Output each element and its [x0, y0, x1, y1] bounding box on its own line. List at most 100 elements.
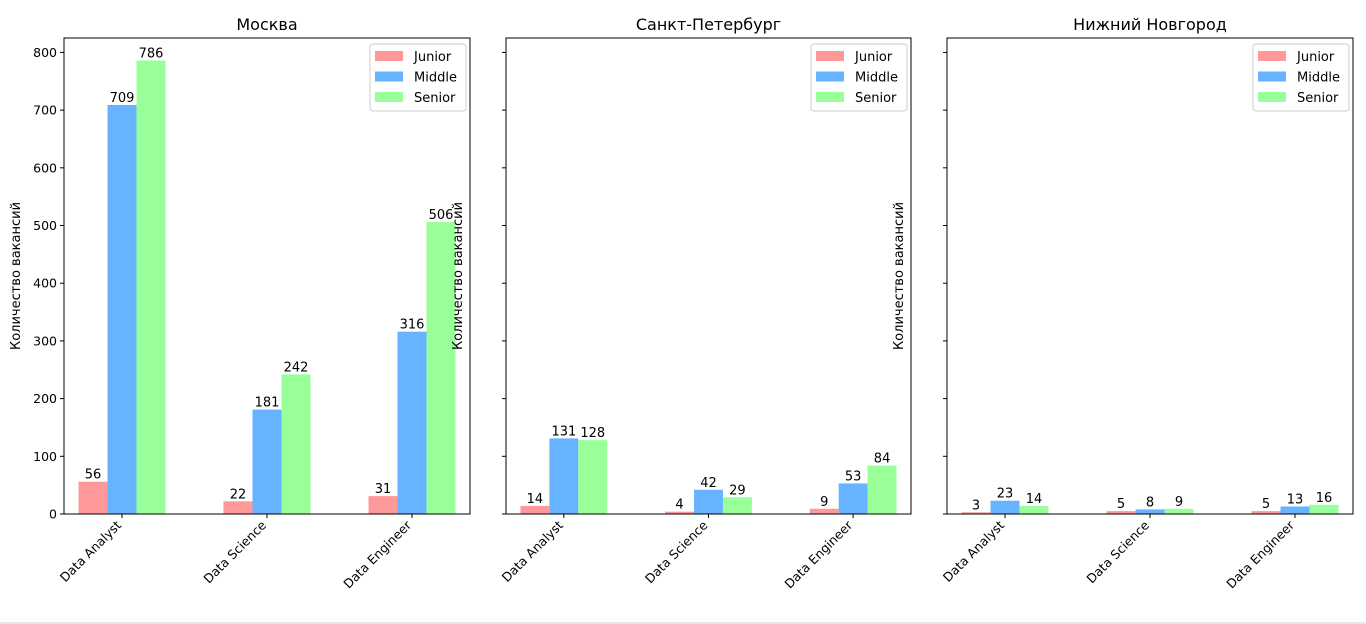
bar-senior-3	[867, 465, 897, 514]
legend-label-middle: Middle	[855, 71, 898, 86]
bar-senior-2	[281, 374, 311, 514]
x-tick-label: Data Engineer	[1223, 517, 1297, 591]
bar-middle-2	[252, 409, 282, 514]
legend: Junior Middle Senior	[369, 43, 467, 112]
y-axis-label: Количество вакансий	[892, 202, 907, 350]
x-tick-label: Data Science	[200, 517, 269, 586]
legend-swatch-junior	[375, 51, 403, 61]
y-tick-label: 100	[33, 449, 57, 464]
bar-junior-2	[665, 511, 695, 514]
bar-junior-2	[223, 501, 253, 514]
bar-value-label: 181	[255, 396, 280, 411]
bar-value-label: 5	[1117, 497, 1125, 512]
bar-senior-1	[1019, 505, 1049, 514]
bar-value-label: 29	[729, 483, 746, 498]
bar-value-label: 786	[139, 47, 164, 62]
legend-swatch-junior	[816, 51, 844, 61]
legend-swatch-junior	[1258, 51, 1286, 61]
bar-junior-3	[809, 508, 839, 514]
bar-value-label: 131	[551, 424, 576, 439]
bottom-divider	[0, 622, 1366, 624]
bar-value-label: 56	[85, 468, 102, 483]
bar-value-label: 5	[1262, 497, 1270, 512]
bar-senior-1	[578, 440, 608, 514]
legend-label-senior: Senior	[414, 91, 456, 106]
legend-label-junior: Junior	[854, 50, 893, 65]
bar-value-label: 16	[1316, 491, 1333, 506]
y-tick-label: 0	[49, 507, 57, 522]
legend-label-middle: Middle	[414, 71, 457, 86]
bar-middle-1	[107, 104, 137, 515]
y-tick-label: 600	[33, 160, 57, 175]
y-tick-label: 200	[33, 391, 57, 406]
legend-swatch-senior	[816, 92, 844, 102]
x-tick-label: Data Engineer	[781, 517, 855, 591]
bar-value-label: 14	[527, 492, 544, 507]
legend-label-senior: Senior	[855, 91, 897, 106]
y-tick-label: 400	[33, 276, 57, 291]
bar-junior-1	[520, 505, 550, 514]
legend-label-junior: Junior	[413, 50, 452, 65]
x-tick-label: Data Analyst	[499, 517, 566, 584]
x-tick-label: Data Engineer	[340, 517, 414, 591]
chart-title: Нижний Новгород	[1073, 15, 1227, 34]
bar-senior-3	[426, 222, 456, 514]
bar-value-label: 84	[874, 452, 891, 467]
chart-panel-1: 56 22 31 709 181 316 786 242 506 0 100 200 300 400 500…	[9, 15, 471, 591]
bar-value-label: 8	[1146, 495, 1154, 510]
bar-value-label: 31	[375, 482, 392, 497]
bar-junior-2	[1106, 511, 1136, 514]
bar-value-label: 22	[230, 487, 247, 502]
bar-value-label: 3	[972, 498, 980, 513]
chart-panel-3: 3 5 5 23 8 13 14 9 16 Data Analyst Data Science Dat…	[892, 15, 1354, 591]
bar-value-label: 4	[675, 498, 683, 513]
bar-value-label: 14	[1026, 492, 1043, 507]
x-tick-label: Data Science	[642, 517, 711, 586]
bar-middle-1	[549, 438, 579, 514]
chart-panel-2: 14 4 9 131 42 53 128 29 84 Data Analyst Data Scien…	[451, 15, 912, 591]
bar-junior-1	[961, 512, 991, 514]
bar-value-label: 709	[110, 91, 135, 106]
legend-swatch-senior	[375, 92, 403, 102]
bar-value-label: 316	[400, 318, 425, 333]
y-tick-label: 700	[33, 103, 57, 118]
bar-middle-2	[1135, 509, 1165, 514]
bar-value-label: 53	[845, 469, 862, 484]
bar-value-label: 128	[580, 426, 605, 441]
x-tick-label: Data Analyst	[57, 517, 124, 584]
bar-middle-1	[990, 500, 1020, 514]
y-axis-label: Количество вакансий	[451, 202, 466, 350]
bar-senior-1	[136, 60, 166, 514]
bar-middle-3	[1280, 506, 1310, 514]
bar-senior-2	[722, 497, 752, 514]
bar-senior-2	[1164, 508, 1194, 514]
chart-title: Санкт-Петербург	[636, 15, 781, 34]
bar-value-label: 9	[820, 495, 828, 510]
y-axis-label: Количество вакансий	[9, 202, 24, 350]
legend-label-junior: Junior	[1296, 50, 1335, 65]
legend: Junior Middle Senior	[810, 43, 908, 112]
bar-value-label: 13	[1287, 492, 1304, 507]
legend-label-senior: Senior	[1297, 91, 1339, 106]
y-tick-label: 500	[33, 218, 57, 233]
bar-value-label: 9	[1175, 495, 1183, 510]
chart-title: Москва	[236, 15, 297, 34]
bar-value-label: 506	[429, 208, 454, 223]
legend-swatch-middle	[375, 71, 403, 82]
bar-middle-3	[397, 331, 427, 514]
legend-swatch-middle	[1258, 71, 1286, 82]
bar-junior-3	[368, 496, 398, 514]
bar-value-label: 242	[284, 360, 309, 375]
x-tick-label: Data Science	[1083, 517, 1152, 586]
x-tick-label: Data Analyst	[940, 517, 1007, 584]
legend-swatch-middle	[816, 71, 844, 82]
bar-junior-1	[78, 481, 108, 514]
bar-junior-3	[1251, 511, 1281, 514]
bar-senior-3	[1309, 504, 1339, 514]
legend-swatch-senior	[1258, 92, 1286, 102]
legend-label-middle: Middle	[1297, 71, 1340, 86]
legend: Junior Middle Senior	[1252, 43, 1350, 112]
bar-middle-3	[838, 483, 868, 514]
bar-value-label: 42	[700, 476, 717, 491]
